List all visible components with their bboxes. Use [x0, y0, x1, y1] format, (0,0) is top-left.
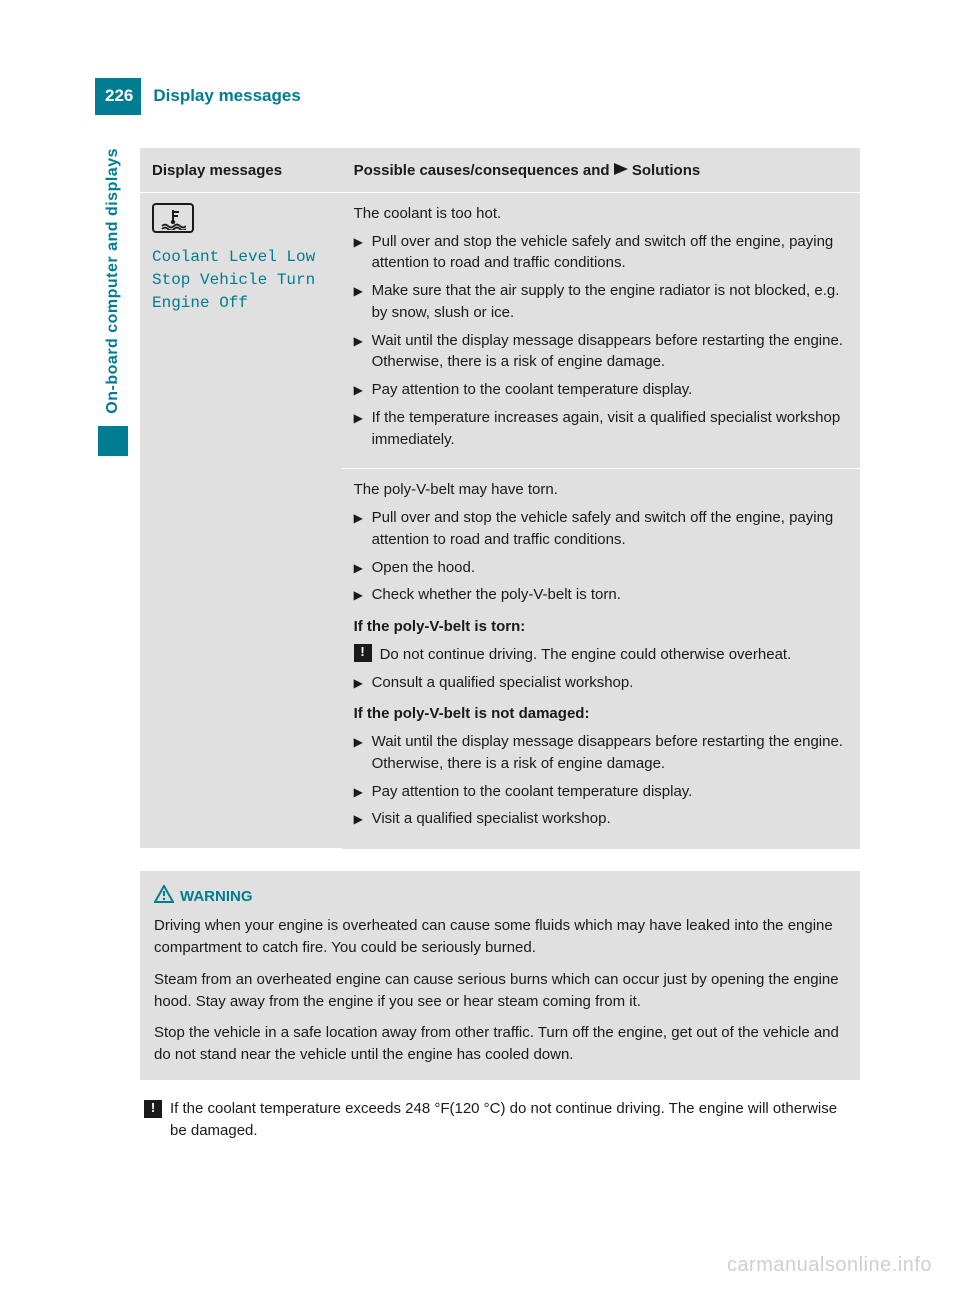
page-title: Display messages [141, 78, 300, 115]
step-arrow-icon: ▶ [354, 379, 372, 401]
warning-label: WARNING [180, 886, 253, 908]
table-header-right: Possible causes/consequences and Solutio… [342, 148, 860, 192]
warning-p1: Driving when your engine is overheated c… [154, 915, 846, 959]
caution-text: Do not continue driving. The engine coul… [380, 644, 848, 666]
step-arrow-icon: ▶ [354, 507, 372, 551]
step-text: Wait until the display message disappear… [372, 330, 848, 374]
step-row: ▶Wait until the display message disappea… [354, 731, 848, 775]
step-arrow-icon: ▶ [354, 557, 372, 579]
exclamation-icon: ! [354, 644, 372, 662]
step-text: Pull over and stop the vehicle safely an… [372, 231, 848, 275]
display-messages-table: Display messages Possible causes/consequ… [140, 148, 860, 849]
step-arrow-icon: ▶ [354, 407, 372, 451]
step-row: ▶Pull over and stop the vehicle safely a… [354, 507, 848, 551]
block2-heading-a: If the poly-V-belt is torn: [354, 616, 848, 638]
watermark: carmanualsonline.info [727, 1251, 932, 1280]
warning-p3: Stop the vehicle in a safe location away… [154, 1022, 846, 1066]
display-message-text: Coolant Level Low Stop Vehicle Turn Engi… [152, 246, 330, 316]
caution-row: ! Do not continue driving. The engine cou… [354, 644, 848, 666]
header-right-prefix: Possible causes/consequences and [354, 162, 614, 179]
msg-line-1: Coolant Level Low [152, 246, 330, 269]
page-header: 226 Display messages [95, 78, 301, 115]
step-text: Visit a qualified specialist workshop. [372, 808, 848, 830]
step-arrow-icon: ▶ [354, 280, 372, 324]
block2-intro: The poly-V-belt may have torn. [354, 479, 848, 501]
step-arrow-icon: ▶ [354, 808, 372, 830]
step-text: Consult a qualified specialist workshop. [372, 672, 848, 694]
step-arrow-icon: ▶ [354, 781, 372, 803]
warning-triangle-icon [154, 885, 174, 910]
step-row: ▶Pull over and stop the vehicle safely a… [354, 231, 848, 275]
solutions-arrow-icon [614, 160, 628, 182]
step-text: Pay attention to the coolant temperature… [372, 781, 848, 803]
side-tab-block [98, 426, 128, 456]
warning-p2: Steam from an overheated engine can caus… [154, 969, 846, 1013]
header-right-suffix: Solutions [628, 162, 701, 179]
step-arrow-icon: ▶ [354, 330, 372, 374]
msg-line-2: Stop Vehicle Turn [152, 269, 330, 292]
coolant-temp-icon [152, 203, 194, 233]
after-note-text: If the coolant temperature exceeds 248 °… [170, 1098, 856, 1142]
block2-heading-b: If the poly-V-belt is not damaged: [354, 703, 848, 725]
msg-line-3: Engine Off [152, 292, 330, 315]
step-row: ▶Open the hood. [354, 557, 848, 579]
step-row: ▶Visit a qualified specialist workshop. [354, 808, 848, 830]
step-row: ▶Make sure that the air supply to the en… [354, 280, 848, 324]
after-note: ! If the coolant temperature exceeds 248… [140, 1098, 860, 1142]
step-arrow-icon: ▶ [354, 672, 372, 694]
step-row: ▶Consult a qualified specialist workshop… [354, 672, 848, 694]
exclamation-icon: ! [144, 1100, 162, 1118]
page-number: 226 [105, 84, 133, 109]
page-number-badge: 226 [95, 78, 141, 115]
step-text: Make sure that the air supply to the eng… [372, 280, 848, 324]
warning-heading: WARNING [154, 885, 846, 910]
step-arrow-icon: ▶ [354, 231, 372, 275]
side-tab: On-board computer and displays [95, 148, 131, 456]
table-header-left: Display messages [140, 148, 342, 192]
step-text: Pay attention to the coolant temperature… [372, 379, 848, 401]
main-content: Display messages Possible causes/consequ… [140, 148, 860, 1141]
step-row: ▶Wait until the display message disappea… [354, 330, 848, 374]
step-text: Check whether the poly-V-belt is torn. [372, 584, 848, 606]
step-text: If the temperature increases again, visi… [372, 407, 848, 451]
solution-block-2: The poly-V-belt may have torn. ▶Pull ove… [342, 469, 860, 848]
block1-intro: The coolant is too hot. [354, 203, 848, 225]
step-text: Pull over and stop the vehicle safely an… [372, 507, 848, 551]
warning-box: WARNING Driving when your engine is over… [140, 871, 860, 1080]
step-row: ▶If the temperature increases again, vis… [354, 407, 848, 451]
solution-block-1: The coolant is too hot. ▶Pull over and s… [342, 192, 860, 469]
step-text: Wait until the display message disappear… [372, 731, 848, 775]
display-message-cell: Coolant Level Low Stop Vehicle Turn Engi… [140, 192, 342, 848]
side-tab-label: On-board computer and displays [101, 148, 124, 414]
step-row: ▶Check whether the poly-V-belt is torn. [354, 584, 848, 606]
step-row: ▶Pay attention to the coolant temperatur… [354, 379, 848, 401]
step-text: Open the hood. [372, 557, 848, 579]
step-row: ▶Pay attention to the coolant temperatur… [354, 781, 848, 803]
step-arrow-icon: ▶ [354, 731, 372, 775]
step-arrow-icon: ▶ [354, 584, 372, 606]
